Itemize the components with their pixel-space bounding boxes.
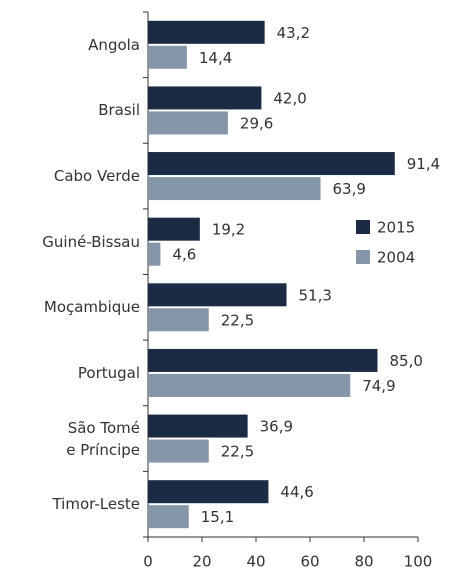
value-label: 74,9 bbox=[362, 377, 395, 395]
category-label: São Tomé e Príncipe bbox=[66, 418, 140, 459]
legend-swatch bbox=[356, 250, 370, 264]
x-tick-label: 80 bbox=[354, 553, 373, 571]
category-label: Guiné-Bissau bbox=[42, 232, 140, 251]
category-label: Brasil bbox=[98, 101, 140, 120]
bar bbox=[148, 242, 161, 266]
category-label: Portugal bbox=[77, 363, 140, 382]
bar bbox=[148, 45, 187, 69]
x-tick-label: 100 bbox=[404, 553, 433, 571]
bar bbox=[148, 480, 269, 504]
value-label: 14,4 bbox=[199, 49, 232, 67]
category-label: Cabo Verde bbox=[53, 167, 140, 186]
value-label: 19,2 bbox=[212, 221, 245, 239]
bar bbox=[148, 308, 209, 332]
x-tick-label: 40 bbox=[246, 553, 265, 571]
value-label: 36,9 bbox=[260, 418, 293, 436]
bar bbox=[148, 283, 287, 307]
bar bbox=[148, 373, 351, 397]
bar bbox=[148, 217, 200, 241]
category-label: Moçambique bbox=[43, 298, 140, 317]
x-tick-label: 60 bbox=[300, 553, 319, 571]
value-label: 44,6 bbox=[280, 483, 313, 501]
bar bbox=[148, 152, 395, 176]
value-label: 42,0 bbox=[273, 89, 306, 107]
bar bbox=[148, 348, 378, 372]
value-label: 85,0 bbox=[390, 352, 423, 370]
bar bbox=[148, 86, 262, 110]
x-tick-label: 0 bbox=[143, 553, 153, 571]
bar bbox=[148, 439, 209, 463]
category-label: Timor-Leste bbox=[52, 495, 140, 514]
value-label: 4,6 bbox=[172, 246, 196, 264]
bar bbox=[148, 111, 228, 135]
legend-label: 2004 bbox=[377, 249, 415, 267]
value-label: 29,6 bbox=[240, 114, 273, 132]
category-label: Angola bbox=[88, 35, 140, 54]
bar bbox=[148, 414, 248, 438]
value-label: 22,5 bbox=[221, 443, 254, 461]
value-label: 91,4 bbox=[407, 155, 440, 173]
bar bbox=[148, 20, 265, 44]
legend-label: 2015 bbox=[377, 219, 415, 237]
value-label: 15,1 bbox=[201, 508, 234, 526]
value-label: 51,3 bbox=[299, 286, 332, 304]
value-label: 22,5 bbox=[221, 311, 254, 329]
value-label: 63,9 bbox=[333, 180, 366, 198]
legend-swatch bbox=[356, 220, 370, 234]
bar bbox=[148, 505, 189, 529]
x-tick-label: 20 bbox=[192, 553, 211, 571]
value-label: 43,2 bbox=[277, 24, 310, 42]
bar bbox=[148, 177, 321, 201]
